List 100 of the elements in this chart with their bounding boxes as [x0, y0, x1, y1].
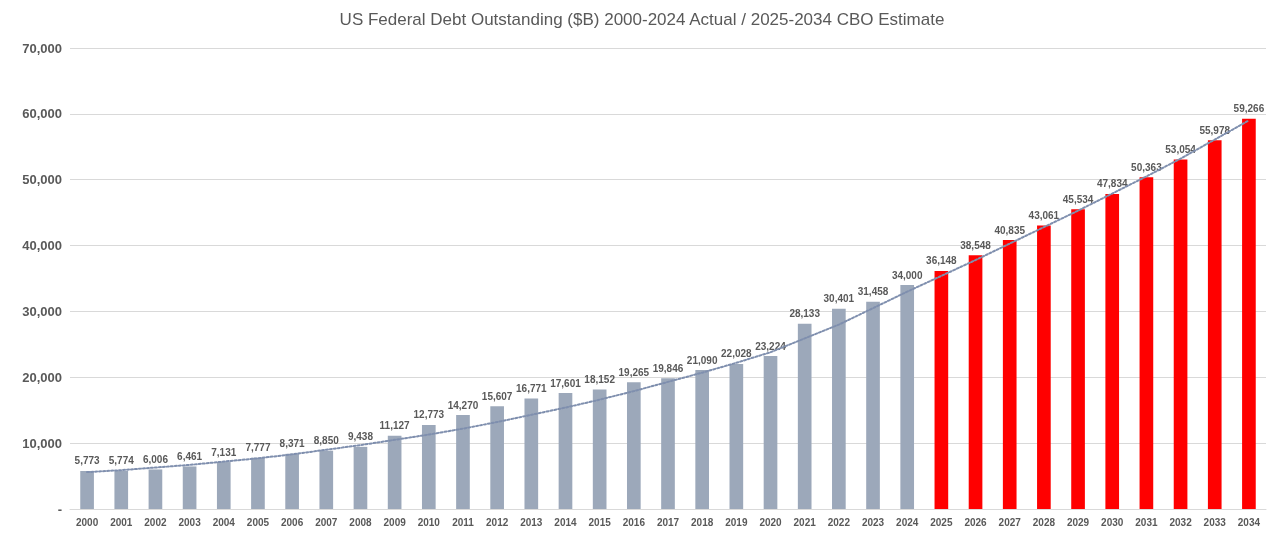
- bar: [1207, 140, 1222, 509]
- bar: [968, 255, 983, 509]
- x-tick-label: 2034: [1237, 516, 1261, 528]
- bar: [80, 470, 94, 509]
- bar: [661, 378, 675, 509]
- bar: [695, 370, 710, 509]
- bar: [1037, 225, 1051, 509]
- data-label: 7,777: [245, 442, 271, 454]
- x-tick-label: 2032: [1169, 516, 1193, 528]
- y-tick-label: 20,000: [22, 369, 62, 385]
- data-label: 15,607: [481, 390, 513, 402]
- bar: [387, 435, 402, 509]
- x-tick-label: 2022: [827, 516, 851, 528]
- bar: [1002, 240, 1017, 509]
- x-tick-label: 2024: [896, 516, 919, 528]
- x-tick-label: 2003: [178, 516, 202, 528]
- bar: [1071, 209, 1085, 509]
- bar: [866, 301, 880, 509]
- bar: [182, 466, 197, 509]
- x-tick-label: 2028: [1032, 516, 1056, 528]
- x-tick-label: 2010: [417, 516, 441, 528]
- data-label: 19,846: [652, 362, 684, 374]
- data-label: 5,773: [74, 455, 101, 467]
- data-label: 36,148: [926, 255, 958, 267]
- data-label: 55,978: [1199, 124, 1231, 136]
- y-tick-label: 30,000: [22, 303, 62, 319]
- data-label: 14,270: [447, 399, 479, 411]
- y-tick-label: 40,000: [22, 238, 62, 254]
- x-tick-label: 2020: [759, 516, 783, 528]
- bar: [763, 356, 778, 509]
- bar: [729, 363, 744, 509]
- data-label: 17,601: [550, 377, 582, 389]
- x-tick-label: 2014: [554, 516, 578, 528]
- y-tick-label: 10,000: [22, 435, 62, 451]
- data-label: 45,534: [1062, 193, 1094, 205]
- data-label: 34,000: [891, 269, 923, 281]
- chart-title: US Federal Debt Outstanding ($B) 2000-2024 Actual / 2025-2034 CBO Estimate: [339, 10, 945, 29]
- data-label: 40,835: [994, 224, 1026, 236]
- x-tick-label: 2031: [1135, 516, 1158, 528]
- x-tick-label: 2029: [1066, 516, 1090, 528]
- data-label: 11,127: [379, 420, 411, 432]
- x-tick-label: 2012: [486, 516, 509, 528]
- data-label: 59,266: [1233, 103, 1265, 115]
- bar: [285, 453, 299, 509]
- data-label: 28,133: [789, 308, 821, 320]
- data-label: 38,548: [960, 239, 992, 251]
- data-label: 12,773: [413, 409, 445, 421]
- bar: [900, 285, 915, 509]
- x-tick-label: 2002: [144, 516, 167, 528]
- y-tick-label: -: [57, 501, 62, 517]
- bar: [592, 389, 607, 509]
- x-tick-label: 2023: [861, 516, 885, 528]
- x-tick-label: 2026: [964, 516, 988, 528]
- y-tick-label: 50,000: [22, 172, 62, 188]
- data-label: 31,458: [857, 286, 889, 298]
- x-tick-label: 2015: [588, 516, 612, 528]
- bar: [421, 424, 436, 509]
- x-tick-label: 2004: [212, 516, 236, 528]
- data-label: 47,834: [1096, 178, 1128, 190]
- bar: [319, 450, 334, 509]
- x-tick-label: 2017: [656, 516, 680, 528]
- bar: [524, 398, 539, 509]
- x-tick-label: 2005: [246, 516, 270, 528]
- bar: [558, 393, 573, 509]
- x-tick-label: 2006: [280, 516, 304, 528]
- data-label: 9,438: [347, 431, 374, 443]
- bar: [1105, 193, 1120, 509]
- data-label: 43,061: [1028, 209, 1060, 221]
- data-label: 53,054: [1165, 144, 1197, 156]
- x-tick-label: 2000: [75, 516, 99, 528]
- y-tick-label: 70,000: [22, 40, 62, 56]
- bar: [832, 308, 846, 509]
- data-label: 18,152: [584, 373, 616, 385]
- data-label: 6,461: [177, 450, 203, 462]
- bar: [1242, 118, 1256, 509]
- data-label: 30,401: [823, 293, 855, 305]
- x-tick-label: 2009: [383, 516, 407, 528]
- bar: [251, 457, 265, 509]
- x-tick-label: 2008: [349, 516, 373, 528]
- bar: [353, 446, 368, 509]
- x-tick-label: 2021: [793, 516, 817, 528]
- bar: [216, 462, 231, 509]
- x-tick-label: 2025: [930, 516, 953, 528]
- x-tick-label: 2007: [315, 516, 338, 528]
- x-tick-label: 2016: [622, 516, 646, 528]
- data-label: 5,774: [108, 455, 135, 467]
- x-tick-label: 2027: [998, 516, 1022, 528]
- data-label: 19,265: [618, 366, 650, 378]
- x-tick-label: 2011: [452, 516, 475, 528]
- x-tick-label: 2018: [691, 516, 714, 528]
- data-label: 7,131: [211, 446, 237, 458]
- bar: [490, 406, 504, 509]
- y-tick-label: 60,000: [22, 106, 62, 122]
- data-label: 8,371: [279, 438, 306, 450]
- data-label: 16,771: [516, 383, 548, 395]
- x-tick-label: 2030: [1101, 516, 1124, 528]
- bar: [114, 470, 129, 509]
- bar: [1173, 159, 1188, 509]
- bar: [1139, 177, 1154, 509]
- bar: [626, 382, 641, 509]
